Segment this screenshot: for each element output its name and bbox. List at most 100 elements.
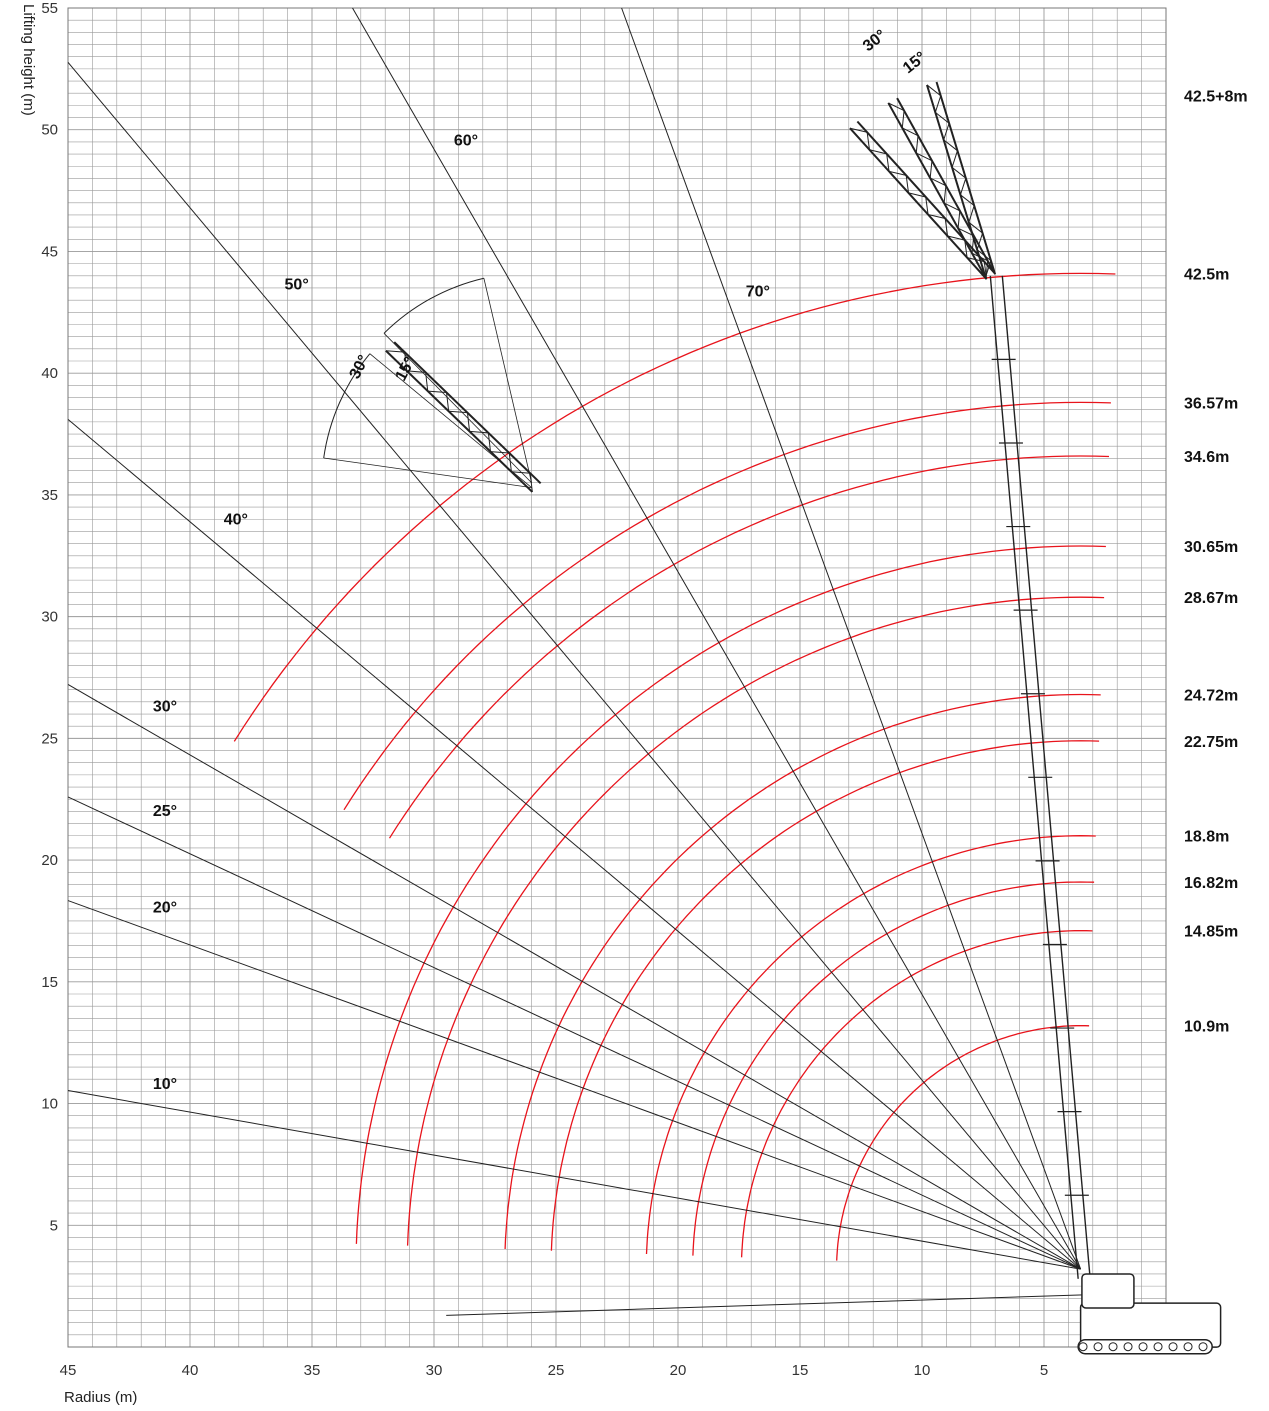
angle-label: 60° [454,132,478,149]
angle-line [67,796,1081,1270]
jib-lacing [869,149,887,155]
jib-lacing [915,135,919,154]
track-roller [1138,1342,1148,1352]
jib-lacing [466,412,471,432]
angle-label: 40° [224,511,248,528]
y-tick-label: 45 [41,243,58,260]
y-tick-label: 5 [50,1217,58,1234]
x-tick-label: 40 [182,1362,199,1379]
jib-lacing [985,260,992,278]
boom-length-curve [343,401,1111,811]
boom-length-label: 24.72m [1184,688,1238,705]
jib-lacing [943,139,958,152]
boom-length-label: 22.75m [1184,734,1238,751]
angle-line [67,684,1081,1270]
x-tick-label: 30 [426,1362,443,1379]
jib-lacing [944,218,949,237]
x-tick-label: 20 [670,1362,687,1379]
boom-length-curve [692,881,1095,1256]
angle-label: 70° [746,284,770,301]
boom-length-label: 30.65m [1184,539,1238,556]
jib-lacing [490,451,510,454]
boom-length-label: 42.5m [1184,266,1229,283]
angle-line [67,419,1081,1270]
jib-lacing [959,178,967,195]
jib-lacing [404,352,408,371]
jib-lacing [947,235,965,241]
boom-length-curve [645,835,1096,1255]
jib-lacing [957,227,974,237]
track-roller [1078,1342,1088,1352]
jib-lacing [943,123,950,141]
jib-lacing [508,452,512,472]
angle-label: 30° [153,698,177,715]
track-roller [1153,1342,1163,1352]
jib-lacing [964,240,968,258]
jib-lacing [976,249,992,261]
x-tick-label: 25 [548,1362,565,1379]
track-roller [1123,1342,1133,1352]
boom-length-label: 14.85m [1184,924,1238,941]
boom-length-curve [355,545,1106,1244]
jib-chord [935,81,997,275]
offset-ref-line [323,457,532,489]
jib-lacing [976,232,984,250]
jib-lacing [929,160,933,179]
jib-lacing [929,177,947,187]
y-tick-label: 55 [41,0,58,17]
jib-lacing [927,213,946,220]
track-roller [1168,1342,1178,1352]
jib-chord [887,102,987,279]
boom-length-label: 16.82m [1184,875,1238,892]
boom-length-curve [504,693,1101,1250]
y-tick-label: 15 [41,974,58,991]
angle-line [67,62,1081,1270]
y-tick-label: 30 [41,609,58,626]
x-tick-label: 35 [304,1362,321,1379]
angle-line [352,7,1082,1270]
track-roller [1198,1342,1208,1352]
boom-length-curve [740,930,1093,1258]
boom-length-curve [233,272,1116,742]
fly-jib-30 [849,120,995,280]
plot-frame [67,7,1167,1348]
cab [1081,1273,1135,1309]
offset-ref-line [383,333,532,484]
boom-angle-lines [67,7,1082,1270]
jib-lacing [926,84,942,97]
angle-line [621,7,1082,1270]
jib-lacing [943,202,961,212]
jib-lacing [511,471,531,474]
jib-lacing [902,127,919,137]
jib-lacing [888,102,905,112]
jib-lacing [427,390,447,394]
fly-jib-0 [926,81,997,278]
jib-lacing [968,205,975,223]
jib-lacing [960,194,975,207]
y-tick-label: 10 [41,1096,58,1113]
jib-lacing [446,392,450,412]
offset-ref-line [483,278,532,483]
angle-label: 10° [153,1076,177,1093]
boom-length-curve [550,740,1100,1251]
jib-offset-label: 30° [860,27,890,55]
boom-length-label: 36.57m [1184,395,1238,412]
jib-lacing [925,196,929,215]
jib-lacing [849,127,868,133]
offset-ref-line [369,353,532,488]
jib-lacing [448,410,468,414]
jib-chord [849,127,988,280]
jib-lacing [935,112,950,124]
boom-length-label: 34.6m [1184,449,1229,466]
jib-lacing [901,110,905,129]
x-axis-title: Radius (m) [64,1389,137,1406]
x-tick-label: 5 [1040,1362,1048,1379]
jib-chord [926,84,987,278]
jib-lacing [916,152,933,162]
boom-length-curve [836,1024,1090,1261]
crane-drawing [989,275,1222,1355]
y-axis-title: Lifting height (m) [20,4,37,116]
jib-lacing [943,185,947,204]
y-tick-label: 50 [41,122,58,139]
